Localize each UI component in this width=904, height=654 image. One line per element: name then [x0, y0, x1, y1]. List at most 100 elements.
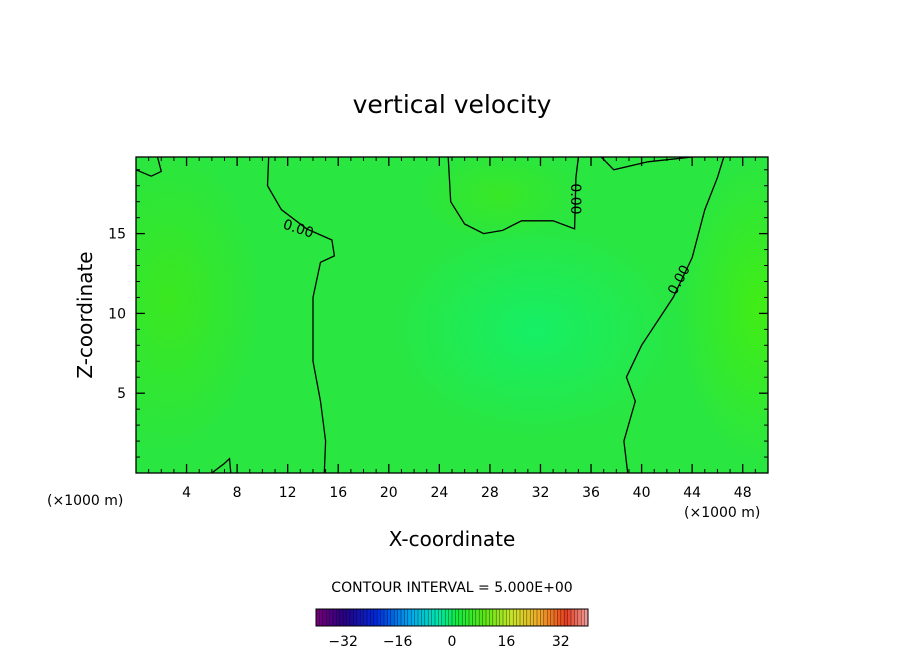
colorbar-swatch [458, 609, 463, 626]
x-tick-label: 36 [582, 485, 600, 501]
y-tick-label: 15 [108, 227, 126, 243]
zero-contours [136, 157, 725, 473]
x-tick-label: 28 [481, 485, 499, 501]
colorbar-swatch [322, 609, 327, 626]
colorbar-swatch [404, 609, 408, 626]
colorbar-swatch [520, 609, 524, 626]
contour-line-zero [447, 157, 580, 235]
x-tick-label: 48 [734, 485, 752, 501]
colorbar-swatch [526, 609, 531, 626]
contour-label: 0.00 [567, 183, 583, 214]
colorbar-swatch [329, 609, 334, 626]
colorbar-swatch [574, 609, 578, 626]
updraft-left [136, 157, 260, 450]
x-tick-label: 20 [380, 485, 398, 501]
colorbar-swatch [482, 609, 487, 626]
colorbar-swatch [462, 609, 466, 626]
colorbar-swatch [530, 609, 534, 626]
colorbar-tick-label: −16 [383, 634, 413, 650]
colorbar-swatch [431, 609, 436, 626]
colorbar-swatch [414, 609, 419, 626]
contour-line-zero [136, 157, 163, 177]
colorbar-swatch [339, 609, 344, 626]
colorbar-swatch [567, 609, 572, 626]
colorbar-swatch [384, 609, 388, 626]
contour-line-zero [623, 157, 725, 473]
colorbar-swatch [496, 609, 500, 626]
x-tick-label: 12 [279, 485, 297, 501]
colorbar-swatch [411, 609, 415, 626]
colorbar-swatch [421, 609, 425, 626]
colorbar-swatch [373, 609, 378, 626]
x-tick-label: 44 [683, 485, 701, 501]
colorbar-swatch [475, 609, 480, 626]
colorbar-swatch [452, 609, 456, 626]
colorbar-swatch [540, 609, 544, 626]
colorbar-swatch [557, 609, 561, 626]
colorbar-swatch [319, 609, 323, 626]
y-tick-label: 5 [117, 386, 126, 402]
colorbar-tick-label: 16 [497, 634, 515, 650]
colorbar-swatch [397, 609, 402, 626]
colorbar-tick-label: 0 [448, 634, 457, 650]
colorbar-swatch [543, 609, 548, 626]
colorbar-swatch [554, 609, 558, 626]
colorbar-swatch [363, 609, 368, 626]
colorbar-swatch [350, 609, 354, 626]
x-axis-title: X-coordinate [389, 527, 516, 551]
x-unit-right: (×1000 m) [684, 505, 760, 521]
contour-line-zero [211, 457, 232, 473]
colorbar-swatch [516, 609, 521, 626]
colorbar-swatch [360, 609, 364, 626]
colorbar-swatch [401, 609, 405, 626]
colorbar-swatch [407, 609, 412, 626]
colorbar-swatch [333, 609, 337, 626]
colorbar-swatch [584, 609, 589, 626]
colorbar-swatch [577, 609, 582, 626]
colorbar-swatch [455, 609, 459, 626]
colorbar-swatch [564, 609, 568, 626]
colorbar-swatch [367, 609, 371, 626]
colorbar-frame [315, 608, 589, 627]
y-tick-label: 10 [108, 306, 126, 322]
x-unit-left: (×1000 m) [47, 493, 123, 509]
colorbar-swatch [343, 609, 347, 626]
colorbar-swatch [547, 609, 551, 626]
colorbar-swatch [503, 609, 507, 626]
colorbar-swatch [326, 609, 330, 626]
colorbar-swatch [424, 609, 429, 626]
colorbar-swatch [445, 609, 449, 626]
colorbar-swatch [509, 609, 514, 626]
colorbar-swatch [506, 609, 510, 626]
colorbar-tick-label: 32 [552, 634, 570, 650]
colorbar-swatch [387, 609, 391, 626]
colorbar-swatch [390, 609, 395, 626]
colorbar-swatch [499, 609, 504, 626]
contour-line-zero [600, 157, 693, 171]
colorbar-swatch [336, 609, 340, 626]
x-tick-label: 4 [182, 485, 191, 501]
contour-interval-text: CONTOUR INTERVAL = 5.000E+00 [331, 580, 572, 596]
colorbar-swatch [370, 609, 374, 626]
colorbar-swatch [492, 609, 497, 626]
colorbar-swatch [560, 609, 565, 626]
colorbar-swatch [486, 609, 490, 626]
colorbar-swatch [428, 609, 432, 626]
colorbar-swatch [438, 609, 442, 626]
colorbar-tick-label: −32 [328, 634, 358, 650]
x-tick-label: 8 [233, 485, 242, 501]
colorbar-swatch [550, 609, 555, 626]
colorbar-swatch [448, 609, 453, 626]
colorbar-swatch [489, 609, 493, 626]
colorbar-swatch [523, 609, 527, 626]
colorbar-swatch [377, 609, 381, 626]
colorbar: −32 −16 0 16 32 [315, 608, 589, 650]
x-tick-label: 40 [633, 485, 651, 501]
colorbar-swatch [537, 609, 541, 626]
updraft-right [680, 160, 768, 460]
downdraft-center [385, 220, 685, 440]
colorbar-swatch [479, 609, 483, 626]
chart-title: vertical velocity [353, 90, 552, 119]
colorbar-swatch [472, 609, 476, 626]
